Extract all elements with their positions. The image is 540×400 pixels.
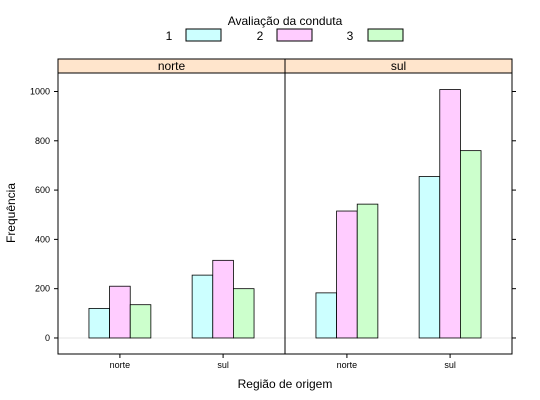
legend-swatch bbox=[185, 28, 222, 42]
y-tick-label: 400 bbox=[35, 234, 50, 244]
bar bbox=[336, 210, 358, 339]
x-axis-title: Região de origem bbox=[238, 377, 333, 391]
legend-items: 1 2 3 bbox=[166, 28, 404, 43]
bar bbox=[191, 274, 214, 339]
strip-label: norte bbox=[158, 59, 186, 73]
x-tick-label: norte bbox=[337, 360, 358, 370]
bar bbox=[418, 176, 441, 339]
y-tick-label: 800 bbox=[35, 136, 50, 146]
panel-norte: norte norte sul bbox=[57, 58, 286, 370]
bar bbox=[460, 150, 482, 339]
strip-label: sul bbox=[391, 59, 406, 73]
legend: Avaliação da conduta 1 2 3 bbox=[166, 14, 404, 43]
bar bbox=[356, 203, 379, 339]
panel-border bbox=[284, 72, 513, 355]
legend-key-label: 2 bbox=[257, 29, 264, 43]
x-tick-label: sul bbox=[217, 360, 229, 370]
bar bbox=[109, 285, 131, 339]
bar bbox=[88, 307, 110, 339]
legend-key-label: 1 bbox=[166, 29, 173, 43]
bar bbox=[129, 304, 152, 339]
x-tick-label: norte bbox=[110, 360, 131, 370]
legend-title: Avaliação da conduta bbox=[228, 14, 343, 28]
y-axis: 0 200 400 600 800 1000 bbox=[30, 86, 516, 343]
y-tick-label: 0 bbox=[45, 333, 50, 343]
panels: norte norte sul sul norte sul bbox=[57, 58, 513, 370]
y-tick-label: 1000 bbox=[30, 86, 50, 96]
y-tick-label: 600 bbox=[35, 185, 50, 195]
legend-key-label: 3 bbox=[347, 29, 354, 43]
x-tick-label: sul bbox=[444, 360, 456, 370]
legend-swatch bbox=[276, 28, 313, 42]
bar bbox=[439, 89, 461, 339]
y-tick-label: 200 bbox=[35, 284, 50, 294]
y-axis-title: Frequência bbox=[4, 183, 18, 243]
panel-sul: sul norte sul bbox=[284, 58, 513, 370]
legend-swatch bbox=[367, 28, 404, 42]
bar bbox=[212, 259, 234, 339]
bar bbox=[315, 292, 337, 339]
bar bbox=[233, 288, 255, 339]
